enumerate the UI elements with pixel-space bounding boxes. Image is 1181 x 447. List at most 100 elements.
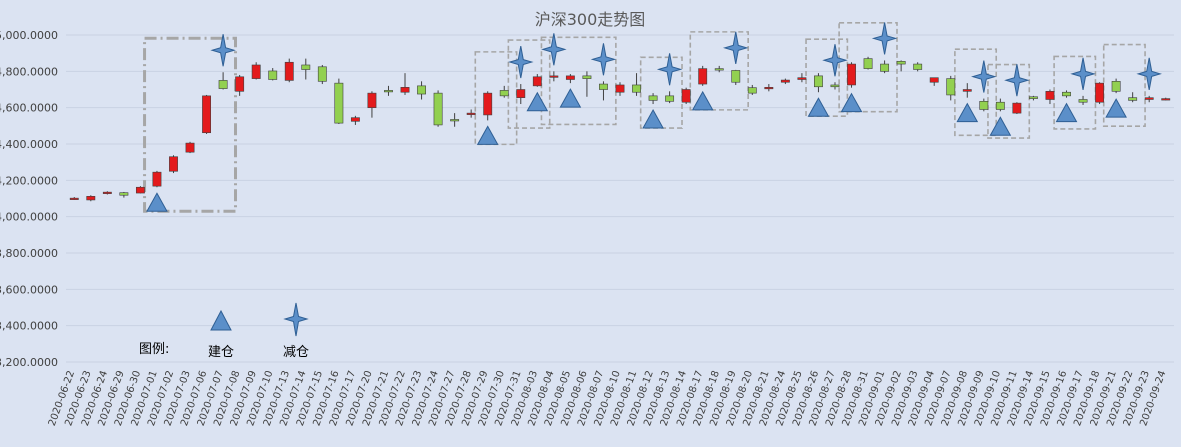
candle-body — [218, 80, 228, 89]
candle-body — [962, 89, 972, 92]
candle-body — [780, 79, 790, 83]
candle-body — [995, 101, 1005, 110]
candle-body — [450, 119, 460, 122]
candle-body — [1144, 97, 1154, 100]
candle-body — [251, 64, 261, 79]
candle-body — [417, 85, 426, 95]
candle-body — [929, 77, 939, 83]
candle-body — [731, 70, 741, 83]
legend-title: 图例: — [139, 342, 169, 357]
y-tick-label: 4,200.0000 — [0, 174, 58, 187]
candle-body — [913, 63, 923, 70]
candle-body — [1012, 102, 1022, 114]
candle-body — [284, 61, 294, 81]
candle-body — [698, 68, 708, 85]
candle-body — [714, 68, 724, 71]
y-tick-label: 3,200.0000 — [0, 356, 58, 369]
candle-body — [334, 82, 344, 124]
build-marker — [559, 88, 582, 108]
candle-body — [1078, 99, 1088, 103]
build-marker — [1105, 98, 1127, 118]
candle-body — [185, 142, 195, 153]
candle-body — [599, 83, 608, 90]
candle-body — [1128, 97, 1138, 101]
candle-body — [135, 186, 145, 194]
candle-body — [797, 77, 807, 80]
highlight-box — [987, 63, 1031, 139]
highlight-box — [954, 48, 998, 137]
candle-body — [665, 95, 675, 102]
candle-body — [747, 87, 757, 94]
candle-body — [483, 92, 493, 116]
y-tick-label: 4,600.0000 — [0, 102, 58, 115]
highlight-box — [474, 51, 518, 146]
y-tick-label: 3,400.0000 — [0, 320, 58, 333]
candle-body — [1161, 98, 1171, 101]
candle-body — [350, 117, 360, 122]
highlight-boxes — [143, 21, 1146, 213]
candle-body — [565, 75, 575, 80]
candle-body — [863, 58, 873, 69]
candle-body — [615, 84, 625, 93]
y-tick-label: 4,000.0000 — [0, 211, 58, 224]
build-marker — [989, 116, 1012, 136]
build-marker — [146, 192, 168, 212]
candle-body — [86, 196, 96, 201]
candle-body — [549, 75, 559, 78]
reduce-marker — [722, 31, 749, 64]
build-marker — [526, 91, 549, 112]
trade-markers — [146, 22, 1162, 212]
build-marker — [476, 125, 499, 145]
y-tick-label: 5,000.0000 — [0, 29, 58, 42]
candle-body — [301, 64, 311, 70]
reduce-marker — [541, 33, 567, 66]
build-marker — [691, 90, 714, 111]
candle-body — [764, 87, 774, 90]
chart-title: 沪深300走势图 — [535, 10, 646, 29]
highlight-box — [838, 21, 898, 113]
candle-body — [466, 112, 476, 115]
candle-body — [847, 63, 856, 86]
candle-body — [433, 92, 443, 126]
candle-body — [814, 75, 823, 88]
candles — [69, 56, 1171, 202]
build-marker — [956, 102, 979, 123]
candle-body — [400, 87, 410, 93]
candle-body — [979, 101, 989, 110]
candle-body — [632, 84, 641, 93]
reduce-marker — [1004, 64, 1030, 97]
candle-body — [516, 89, 526, 98]
x-axis: 2020-06-222020-06-232020-06-242020-06-29… — [47, 369, 1169, 427]
candle-body — [880, 63, 890, 72]
highlight-box — [143, 36, 238, 213]
legend-build-icon — [210, 309, 232, 331]
candle-body — [499, 90, 509, 97]
candle-body — [648, 95, 658, 101]
candle-body — [169, 156, 178, 172]
candle-body — [1028, 96, 1038, 99]
y-tick-label: 3,800.0000 — [0, 247, 58, 260]
candle-body — [69, 197, 79, 200]
reduce-marker — [656, 53, 683, 86]
build-marker — [1055, 102, 1078, 123]
y-tick-label: 3,600.0000 — [0, 283, 58, 296]
reduce-marker — [210, 34, 236, 67]
y-tick-label: 4,400.0000 — [0, 138, 58, 151]
candle-body — [1095, 82, 1105, 103]
candle-body — [582, 75, 592, 79]
legend-build-label: 建仓 — [208, 345, 234, 360]
candle-body — [367, 92, 377, 108]
reduce-marker — [1070, 57, 1096, 90]
y-axis: 3,200.0000 3,400.0000 3,600.0000 3,800.0000… — [0, 29, 58, 369]
candle-body — [681, 89, 691, 103]
candle-body — [1111, 81, 1121, 92]
build-marker — [840, 92, 863, 113]
reduce-marker — [822, 44, 848, 77]
candle-body — [317, 66, 327, 82]
y-tick-label: 4,800.0000 — [0, 65, 58, 78]
legend: 图例: 建仓 减仓 — [139, 302, 309, 360]
legend-reduce-label: 减仓 — [283, 345, 309, 360]
reduce-marker — [508, 45, 534, 79]
